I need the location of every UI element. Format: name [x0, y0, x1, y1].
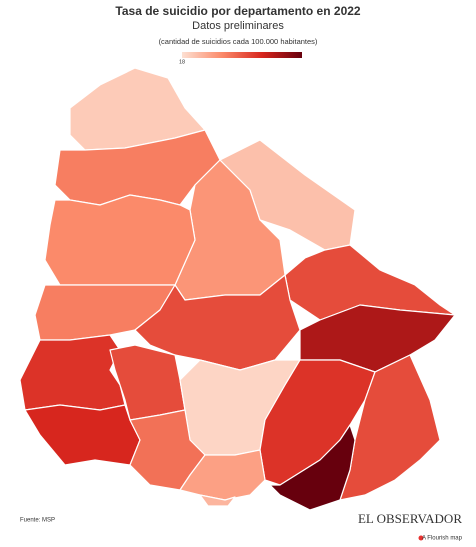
region [199, 494, 236, 507]
region [24, 404, 141, 466]
brand: EL OBSERVADOR [358, 511, 462, 526]
subtitle: Datos preliminares [192, 20, 284, 32]
region [269, 424, 356, 511]
note: (cantidad de suicidios cada 100.000 habi… [159, 37, 318, 46]
region [44, 194, 196, 286]
source: Fuente: MSP [20, 518, 55, 524]
region [179, 449, 266, 501]
credit-icon [418, 535, 424, 541]
region [19, 334, 126, 411]
title: Tasa de suicidio por departamento en 202… [115, 4, 361, 18]
region [339, 354, 441, 501]
legend-tick-label: 18 [179, 59, 185, 65]
legend-bar [182, 52, 302, 58]
credit: A Flourish map [422, 536, 463, 542]
regions [19, 67, 456, 511]
